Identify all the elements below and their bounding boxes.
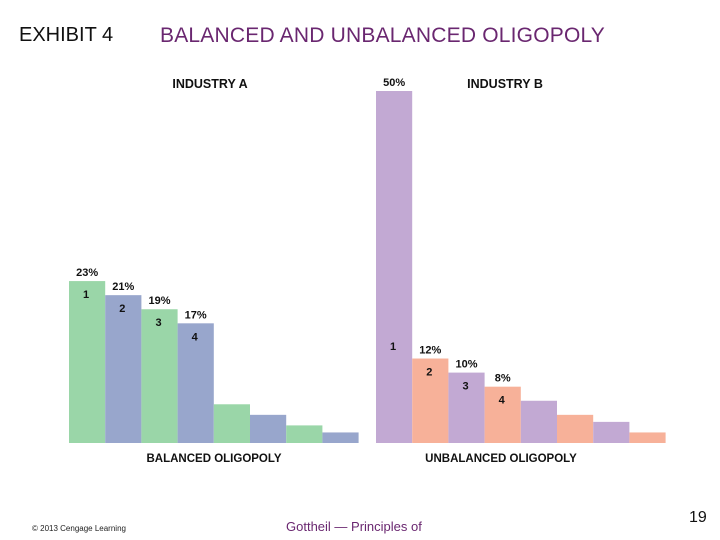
industry-b-bar-1 xyxy=(376,91,413,443)
industry-a-firm-label: 1 xyxy=(83,289,89,301)
industry-a-xlabel: BALANCED OLIGOPOLY xyxy=(146,453,281,465)
industry-b-firm-label: 4 xyxy=(499,395,506,407)
copyright-notice: © 2013 Cengage Learning xyxy=(32,524,126,533)
industry-a-bar-1 xyxy=(69,281,106,443)
industry-b-firm-label: 3 xyxy=(462,381,468,393)
industry-b-title: INDUSTRY B xyxy=(467,77,543,91)
exhibit-label: EXHIBIT 4 xyxy=(19,24,114,46)
industry-b-bar-6 xyxy=(557,414,594,443)
industry-b-value-label: 10% xyxy=(455,359,477,371)
industry-b-bar-2 xyxy=(412,358,449,443)
industry-b-value-label: 12% xyxy=(419,345,441,357)
industry-a-bar-2 xyxy=(105,295,142,443)
industry-b-value-label: 8% xyxy=(495,373,511,385)
book-title: Gottheil — Principles of xyxy=(286,519,422,534)
industry-b-bar-3 xyxy=(448,372,485,443)
industry-a-value-label: 19% xyxy=(148,295,170,307)
industry-a-firm-label: 4 xyxy=(192,331,199,343)
industry-a-bar-5 xyxy=(213,404,250,443)
industry-b-firm-label: 1 xyxy=(390,341,396,353)
industry-b-bar-7 xyxy=(593,421,630,443)
page-title: BALANCED AND UNBALANCED OLIGOPOLY xyxy=(160,24,606,47)
industry-a-value-label: 21% xyxy=(112,281,134,293)
industry-a-value-label: 23% xyxy=(76,267,98,279)
industry-a-bar-6 xyxy=(250,414,287,443)
industry-b-value-label: 50% xyxy=(383,77,405,89)
industry-a-bar-4 xyxy=(177,323,214,443)
industry-b-xlabel: UNBALANCED OLIGOPOLY xyxy=(425,453,577,465)
industry-b-bar-5 xyxy=(520,400,557,443)
industry-a-bar-8 xyxy=(322,432,359,443)
industry-b-bar-8 xyxy=(629,432,666,443)
industry-a-firm-label: 3 xyxy=(155,317,161,329)
industry-b-firm-label: 2 xyxy=(426,367,432,379)
industry-b-bar-4 xyxy=(484,386,521,443)
page-number: 19 xyxy=(689,509,707,526)
industry-a-bar-7 xyxy=(286,425,323,443)
industry-a-firm-label: 2 xyxy=(119,303,125,315)
industry-a-bar-3 xyxy=(141,309,178,443)
industry-a-value-label: 17% xyxy=(185,309,207,321)
industry-a-title: INDUSTRY A xyxy=(172,77,247,91)
